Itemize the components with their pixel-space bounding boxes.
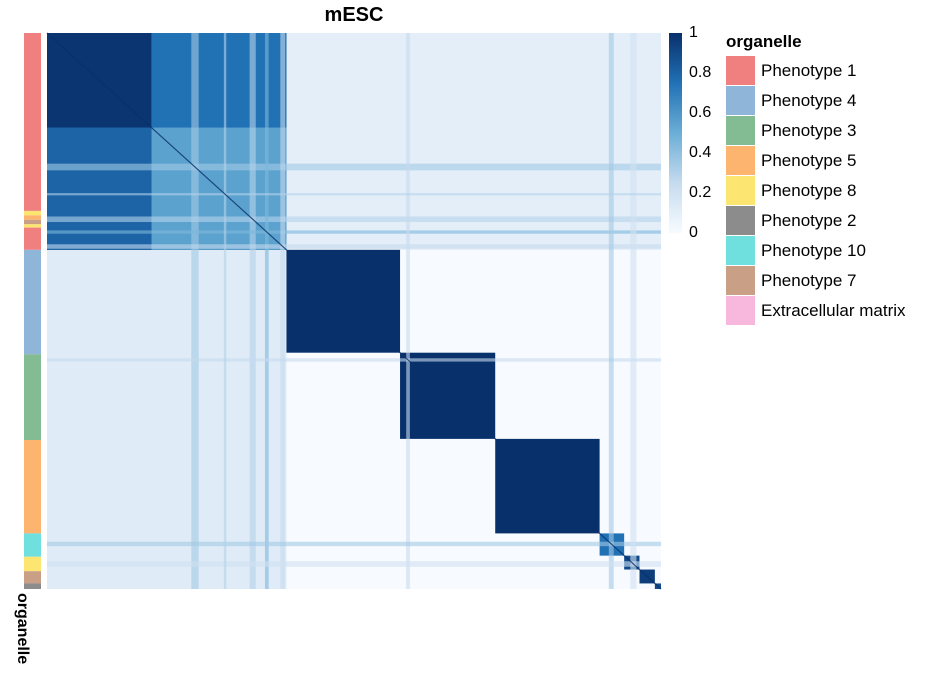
annotation-bar-segment: [24, 583, 41, 589]
legend-entry: Phenotype 4: [726, 86, 941, 116]
legend-entry: Phenotype 7: [726, 266, 941, 296]
legend-entry: Phenotype 3: [726, 116, 941, 146]
heatmap-stripe-vertical: [264, 33, 269, 589]
annotation-bar-segment: [24, 215, 41, 220]
heatmap-stripe-horizontal: [47, 541, 661, 547]
heatmap-stripe-horizontal: [47, 561, 661, 567]
legend-entry: Phenotype 10: [726, 236, 941, 266]
legend-label: Phenotype 7: [761, 271, 857, 290]
legend-swatch: [726, 296, 755, 325]
legend-entry: Phenotype 8: [726, 176, 941, 206]
chart-title: mESC: [324, 4, 384, 26]
annotation-bar-segment: [24, 533, 41, 557]
heatmap-stripe-horizontal: [47, 358, 661, 362]
heatmap-stripe-horizontal: [47, 230, 661, 234]
annotation-bar-segment: [24, 219, 41, 225]
heatmap-stripe-vertical: [223, 33, 227, 589]
annotation-bar-segment: [24, 210, 41, 216]
colorbar-tick-label: 0.2: [689, 184, 712, 201]
legend-swatch: [726, 56, 755, 85]
legend-label: Phenotype 8: [761, 181, 857, 200]
annotation-bar-segment: [24, 439, 41, 534]
annotation-bar-segment: [24, 354, 41, 440]
legend-entry: Phenotype 2: [726, 206, 941, 236]
heatmap-cluster-subblock: [47, 127, 152, 250]
legend-label: Phenotype 3: [761, 121, 857, 140]
heatmap-stripe-vertical: [280, 33, 286, 589]
legend-title: organelle: [726, 32, 802, 51]
heatmap-stripe-vertical: [630, 33, 637, 589]
colorbar-tick-label: 0: [689, 224, 698, 241]
annotation-axis-label: organelle: [14, 593, 31, 665]
heatmap-stripe-vertical: [191, 33, 199, 589]
heatmap-stripe-vertical: [249, 33, 256, 589]
legend-entry: Phenotype 5: [726, 146, 941, 176]
legend-label: Phenotype 10: [761, 241, 866, 260]
annotation-bar-segment: [24, 249, 41, 355]
annotation-bar-segment: [24, 224, 41, 228]
legend-label: Phenotype 2: [761, 211, 857, 230]
heatmap-stripe-horizontal: [47, 163, 661, 171]
heatmap-stripe-horizontal: [47, 216, 661, 223]
colorbar-tick-label: 0.6: [689, 104, 712, 121]
heatmap-cluster-subblock: [151, 33, 287, 128]
legend-label: Phenotype 1: [761, 61, 857, 80]
legend-swatch: [726, 116, 755, 145]
annotation-bar-segment: [24, 556, 41, 572]
heatmap-stripe-vertical: [608, 33, 614, 589]
colorbar-tick-label: 0.4: [689, 144, 712, 161]
annotation-bar-segment: [24, 33, 41, 211]
heatmap-diagonal: [46, 32, 662, 590]
legend-label: Phenotype 5: [761, 151, 857, 170]
heatmap-stripe-horizontal: [47, 244, 661, 249]
heatmap-stripe-vertical: [406, 33, 410, 589]
annotation-bar-segment: [24, 227, 41, 250]
legend-entry: Extracellular matrix: [726, 296, 941, 326]
colorbar-tick-label: 1: [689, 24, 698, 41]
heatmap-cell-offdiag: [47, 249, 287, 589]
legend-swatch: [726, 206, 755, 235]
heatmap-stripe-horizontal: [47, 193, 661, 196]
colorbar: [669, 33, 682, 233]
legend-entry: Phenotype 1: [726, 56, 941, 86]
legend-swatch: [726, 266, 755, 295]
legend-swatch: [726, 236, 755, 265]
legend-swatch: [726, 176, 755, 205]
annotation-bar-segment: [24, 571, 41, 584]
legend-label: Extracellular matrix: [761, 301, 906, 320]
legend-swatch: [726, 86, 755, 115]
legend-swatch: [726, 146, 755, 175]
heatmap-cell-offdiag: [286, 33, 661, 250]
legend-label: Phenotype 4: [761, 91, 857, 110]
colorbar-tick-label: 0.8: [689, 64, 712, 81]
